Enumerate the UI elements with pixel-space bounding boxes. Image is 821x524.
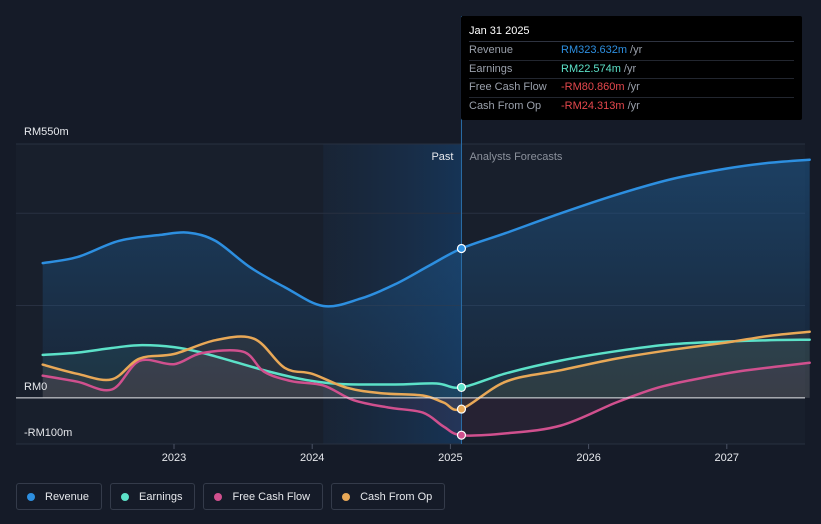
- revenue-line: [41, 158, 811, 308]
- x-tick-label: 2023: [162, 452, 186, 464]
- tooltip-row-unit: /yr: [630, 44, 643, 56]
- legend-dot-icon: [214, 492, 223, 501]
- legend-item-earnings[interactable]: Earnings: [110, 483, 196, 510]
- tooltip-row-unit: /yr: [627, 81, 640, 93]
- y-tick-label: RM550m: [24, 126, 69, 138]
- legend-label: Earnings: [139, 490, 183, 503]
- legend-item-revenue[interactable]: Revenue: [16, 483, 103, 510]
- x-tick-label: 2025: [438, 452, 462, 464]
- tooltip-row: Earnings RM22.574m/yr: [469, 61, 794, 79]
- tooltip-row-value: RM22.574m: [561, 62, 621, 75]
- tooltip-row-unit: /yr: [627, 99, 640, 112]
- legend-dot-icon: [121, 492, 130, 501]
- legend-item-free-cash-flow[interactable]: Free Cash Flow: [203, 483, 324, 510]
- free-cash-flow-line: [41, 348, 811, 437]
- x-tick-label: 2026: [576, 452, 600, 464]
- cash-from-op-marker: [456, 404, 467, 414]
- cash-from-op-line: [41, 330, 811, 412]
- earnings-marker: [456, 382, 467, 393]
- tooltip-row: Revenue RM323.632m/yr: [469, 42, 794, 61]
- tooltip-row-value: -RM80.860m: [561, 81, 625, 93]
- y-tick-label: RM0: [24, 381, 47, 393]
- series-lines: [41, 158, 811, 437]
- earnings-area: [42, 339, 810, 398]
- tooltip-row-name: Cash From Op: [469, 99, 542, 112]
- tooltip-row-value: RM323.632m: [561, 44, 628, 56]
- tooltip-rows: Revenue RM323.632m/yr Earnings RM22.574m/yr…: [469, 42, 794, 115]
- free-cash-flow-area: [42, 350, 810, 436]
- x-axis-labels: 2023 2024 2025 2026 2027: [162, 444, 739, 464]
- legend-label: Revenue: [45, 490, 90, 503]
- tooltip-row-name: Revenue: [469, 44, 514, 56]
- legend-dot-icon: [342, 492, 351, 501]
- y-tick-label: -RM100m: [24, 427, 72, 439]
- earnings-line: [41, 338, 811, 389]
- y-axis-labels: RM550m RM0 -RM100m: [24, 126, 72, 439]
- legend-dot-icon: [27, 492, 35, 501]
- tooltip-row: Cash From Op -RM24.313m/yr: [469, 98, 794, 116]
- legend-label: Free Cash Flow: [232, 490, 311, 503]
- tooltip: Jan 31 2025 Revenue RM323.632m/yr Earnings…: [461, 16, 802, 120]
- legend: Revenue Earnings Free Cash Flow Cash From O…: [16, 483, 446, 510]
- x-tick-label: 2024: [300, 452, 324, 464]
- legend-item-cash-from-op[interactable]: Cash From Op: [331, 483, 446, 510]
- x-tick-label: 2027: [715, 452, 739, 464]
- tooltip-markers: [456, 243, 467, 440]
- revenue-area: [42, 159, 810, 398]
- tooltip-row-name: Earnings: [469, 62, 513, 75]
- tooltip-row-unit: /yr: [623, 62, 637, 75]
- tooltip-row-name: Free Cash Flow: [469, 81, 547, 93]
- forecast-label: Analysts Forecasts: [469, 151, 562, 163]
- tooltip-date: Jan 31 2025: [469, 24, 794, 42]
- revenue-marker: [456, 243, 467, 254]
- legend-label: Cash From Op: [360, 490, 433, 503]
- past-label: Past: [431, 151, 453, 163]
- tooltip-row: Free Cash Flow -RM80.860m/yr: [469, 79, 794, 98]
- tooltip-row-value: -RM24.313m: [561, 99, 625, 112]
- free-cash-flow-marker: [456, 430, 467, 440]
